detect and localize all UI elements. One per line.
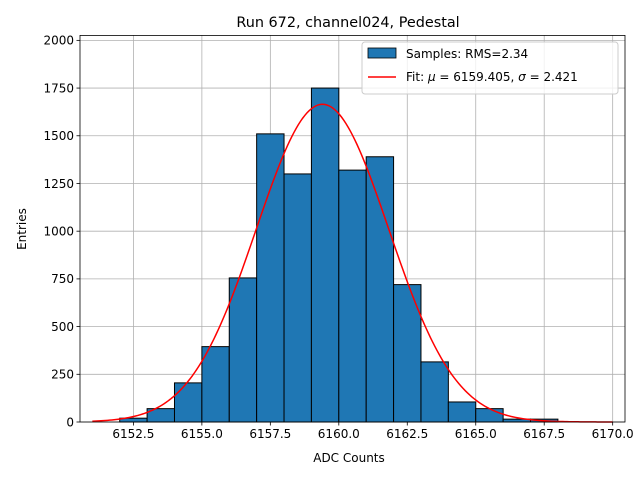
plot-area	[79, 35, 626, 423]
histogram-bar	[310, 87, 340, 423]
y-tick-label: 1250	[43, 177, 74, 191]
histogram-bar	[475, 408, 504, 423]
histogram-bar	[365, 156, 395, 423]
legend-label-fit: Fit: μ = 6159.405, σ = 2.421	[406, 70, 578, 84]
y-tick-label: 750	[51, 272, 74, 286]
legend: Samples: RMS=2.34 Fit: μ = 6159.405, σ =…	[361, 41, 619, 95]
chart-title: Run 672, channel024, Pedestal	[236, 15, 459, 31]
x-tick-label: 6160.0	[318, 427, 360, 441]
x-tick-label: 6167.5	[523, 427, 565, 441]
x-tick-label: 6155.0	[181, 427, 223, 441]
histogram-bar	[283, 173, 312, 423]
legend-fit-prefix: Fit:	[406, 70, 428, 84]
histogram-bar	[338, 169, 367, 423]
histogram-bar	[256, 133, 285, 423]
x-tick-label: 6162.5	[386, 427, 428, 441]
legend-fit-mu-value: = 6159.405,	[436, 70, 519, 84]
y-tick-label: 1750	[43, 81, 74, 95]
histogram-bar	[447, 401, 477, 423]
x-axis-label: ADC Counts	[313, 451, 385, 465]
y-tick-label: 1000	[43, 224, 74, 238]
histogram-bar	[228, 277, 258, 423]
legend-fit-sigma-symbol: σ	[518, 70, 526, 84]
x-axis: 6152.5 6155.0 6157.5 6160.0 6162.5 6165.0 6167…	[112, 422, 634, 441]
fit-curve	[92, 103, 613, 423]
legend-fit-mu-symbol: μ	[427, 70, 436, 84]
y-axis-label: Entries	[15, 208, 29, 250]
x-tick-label: 6165.0	[455, 427, 497, 441]
y-tick-label: 500	[51, 320, 74, 334]
histogram-bar	[420, 361, 449, 423]
histogram-bar	[173, 382, 203, 423]
x-tick-label: 6152.5	[112, 427, 154, 441]
y-tick-label: 250	[51, 368, 74, 382]
legend-frame	[361, 41, 619, 95]
y-tick-label: 1500	[43, 129, 74, 143]
histogram-bar	[393, 284, 422, 423]
histogram-bar	[201, 346, 230, 423]
y-axis: 0 250 500 750 1000 1250 1500 1750 2000	[43, 34, 80, 429]
x-tick-label: 6157.5	[249, 427, 291, 441]
legend-fit-sigma-value: = 2.421	[526, 70, 578, 84]
legend-swatch-histogram	[367, 47, 397, 59]
x-tick-label: 6170.0	[592, 427, 634, 441]
y-tick-label: 0	[66, 415, 74, 429]
histogram-bars	[119, 87, 559, 423]
y-tick-label: 2000	[43, 34, 74, 48]
legend-label-histogram: Samples: RMS=2.34	[406, 47, 528, 61]
plot-frame	[79, 35, 626, 423]
